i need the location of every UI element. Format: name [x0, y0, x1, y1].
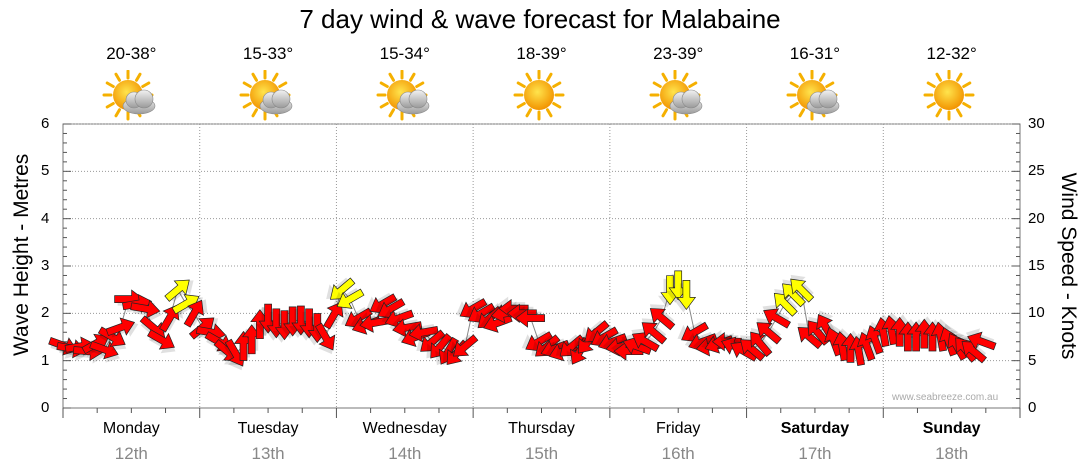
sunny-icon	[922, 69, 982, 124]
wind-arrow	[641, 318, 668, 345]
wind-arrow	[405, 321, 439, 343]
y-right-tick-label: 30	[1028, 115, 1045, 132]
day-date-label: 15th	[524, 444, 559, 463]
day-name-label: Tuesday	[237, 420, 299, 437]
wind-arrow	[314, 322, 336, 355]
chart-title: 7 day wind & wave forecast for Malabaine	[299, 4, 781, 34]
day-temperature: 12-32°	[926, 44, 977, 63]
y-right-tick-label: 10	[1028, 304, 1045, 322]
y-left-tick-label: 1	[41, 351, 50, 369]
wind-arrow	[762, 304, 791, 329]
wind-arrow	[750, 327, 773, 358]
y-left-tick-label: 5	[41, 162, 50, 180]
day-name-label: Monday	[102, 420, 160, 437]
partly-cloudy-icon	[238, 69, 298, 124]
y-left-tick-label: 6	[41, 115, 50, 132]
day-name-label: Friday	[655, 420, 701, 437]
wind-arrow	[323, 301, 348, 330]
wind-arrow	[756, 318, 782, 345]
wind-arrow	[147, 329, 176, 354]
wind-arrow	[389, 316, 423, 338]
wind-arrow	[790, 274, 815, 303]
partly-cloudy-icon	[375, 69, 435, 124]
wind-arrow	[183, 299, 208, 328]
partly-cloudy-icon	[101, 69, 161, 124]
day-date-label: 18th	[935, 444, 969, 463]
sunny-icon	[512, 69, 572, 124]
y-right-tick-label: 20	[1028, 209, 1045, 227]
wind-arrow	[512, 306, 545, 328]
day-date-label: 14th	[388, 444, 422, 463]
wind-arrow	[649, 304, 676, 331]
day-temperature: 23-39°	[653, 44, 704, 63]
partly-cloudy-icon	[785, 69, 845, 124]
day-name-label: Thursday	[508, 420, 575, 437]
wind-arrow	[961, 337, 987, 364]
wind-arrow	[677, 321, 709, 343]
wind-arrow	[381, 308, 415, 329]
wind-arrow	[164, 279, 194, 302]
wind-arrow	[631, 328, 660, 353]
day-name-label: Wednesday	[362, 420, 447, 437]
wind-arrow	[965, 328, 997, 351]
day-name-label: Saturday	[780, 420, 850, 437]
y-left-tick-label: 2	[41, 304, 50, 322]
wind-arrow	[333, 287, 365, 309]
day-temperature: 16-31°	[789, 44, 841, 63]
y-right-tick-label: 15	[1028, 257, 1045, 274]
wind-arrow	[97, 326, 127, 351]
y-left-tick-label: 0	[41, 399, 50, 416]
day-temperature: 20-38°	[106, 44, 157, 63]
wind-arrow	[449, 334, 479, 357]
y-left-tick-label: 4	[41, 209, 50, 227]
day-name-label: Sunday	[922, 420, 981, 437]
day-date-label: 12th	[114, 444, 148, 463]
y-right-tick-label: 0	[1028, 399, 1037, 416]
wind-arrow	[674, 280, 697, 313]
wind-arrow	[773, 289, 798, 317]
y-right-tick-label: 5	[1028, 351, 1037, 369]
partly-cloudy-icon	[648, 69, 708, 124]
day-temperature: 15-34°	[379, 44, 430, 63]
wind-arrow	[374, 297, 406, 319]
wind-arrow	[105, 317, 139, 338]
watermark-text: www.seabreeze.com.au	[892, 392, 999, 403]
day-date-label: 16th	[661, 444, 695, 463]
wind-arrow	[130, 299, 163, 322]
y-left-tick-label: 3	[41, 257, 50, 274]
day-date-label: 17th	[798, 444, 832, 463]
y-right-tick-label: 25	[1028, 162, 1045, 180]
day-temperature: 15-33°	[242, 44, 294, 63]
day-temperature: 18-39°	[516, 44, 567, 63]
day-date-label: 13th	[251, 444, 285, 463]
